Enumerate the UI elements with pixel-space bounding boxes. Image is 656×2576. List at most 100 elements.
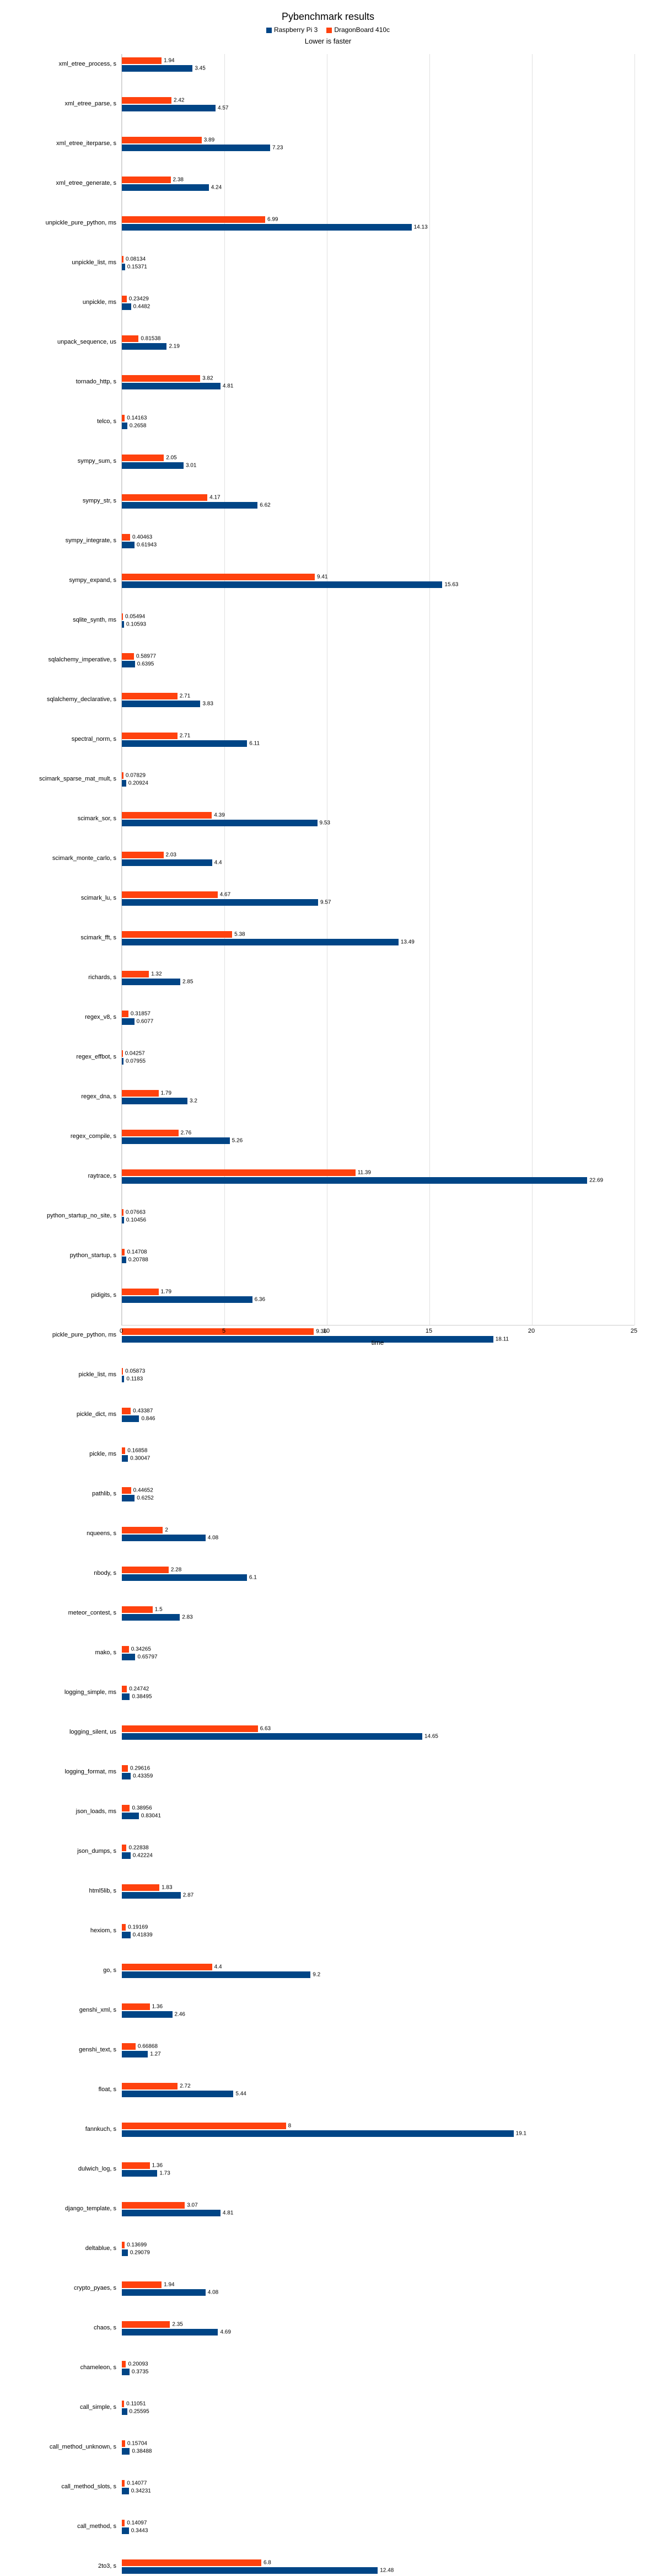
bar-value-label: 0.14077 [127,2481,147,2487]
bar-dragonboard: 0.66868 [122,2043,136,2050]
bar-raspberry: 0.6252 [122,1495,135,1501]
bar-raspberry: 0.41839 [122,1932,131,1938]
bar-value-label: 0.15704 [127,2441,147,2447]
bar-value-label: 2.19 [169,344,179,350]
bar-raspberry: 14.65 [122,1733,422,1740]
bar-value-label: 0.81538 [141,336,160,342]
y-axis-label: pidigits, s [9,1285,120,1305]
y-axis-label: call_method_unknown, s [9,2437,120,2457]
y-axis-label: raytrace, s [9,1166,120,1186]
bar-raspberry: 4.57 [122,105,216,111]
benchmark-row: regex_v8, s0.318570.6077 [122,1007,635,1027]
legend-label: Raspberry Pi 3 [274,26,318,34]
benchmark-row: call_method, s0.140970.3443 [122,2516,635,2536]
bar-value-label: 0.13699 [127,2242,147,2248]
benchmark-row: regex_dna, s1.793.2 [122,1087,635,1107]
bar-raspberry: 22.69 [122,1177,587,1184]
bar-value-label: 6.99 [267,217,278,223]
bar-raspberry: 0.25595 [122,2408,127,2415]
bar-value-label: 0.42224 [133,1853,153,1859]
bar-value-label: 2.85 [182,979,193,985]
bar-value-label: 4.57 [218,105,228,111]
bar-value-label: 0.1183 [126,1376,143,1382]
bar-value-label: 0.31857 [131,1011,150,1017]
plot-area: xml_etree_process, s1.943.45xml_etree_pa… [121,54,635,1326]
y-axis-label: 2to3, s [9,2556,120,2576]
benchmark-row: pathlib, s0.446520.6252 [122,1484,635,1504]
bar-dragonboard: 4.67 [122,891,218,898]
bar-value-label: 1.36 [152,2163,163,2169]
y-axis-label: regex_dna, s [9,1087,120,1107]
bar-value-label: 3.01 [186,463,196,469]
benchmark-row: sympy_sum, s2.053.01 [122,451,635,471]
benchmark-row: regex_compile, s2.765.26 [122,1126,635,1146]
bar-value-label: 3.83 [202,701,213,707]
bar-value-label: 0.44652 [133,1488,153,1494]
y-axis-label: dulwich_log, s [9,2159,120,2179]
benchmark-row: genshi_text, s0.668681.27 [122,2040,635,2060]
bar-value-label: 4.24 [211,185,222,191]
y-axis-label: tornado_http, s [9,372,120,392]
bar-raspberry: 0.846 [122,1415,139,1422]
y-axis-label: nbody, s [9,1563,120,1583]
bar-value-label: 0.20924 [128,781,148,787]
bar-dragonboard: 4.39 [122,812,212,819]
bar-raspberry: 2.46 [122,2011,173,2018]
bar-value-label: 3.89 [204,137,214,143]
bar-dragonboard: 1.79 [122,1289,159,1295]
bar-value-label: 6.1 [249,1575,257,1581]
bar-dragonboard: 2.28 [122,1567,169,1573]
y-axis-label: unpickle_list, ms [9,253,120,272]
benchmark-row: xml_etree_process, s1.943.45 [122,54,635,74]
bar-value-label: 0.14097 [127,2520,147,2526]
y-axis-label: call_simple, s [9,2397,120,2417]
bar-value-label: 0.29079 [130,2250,150,2256]
bar-raspberry: 0.1183 [122,1376,124,1382]
bar-raspberry: 7.23 [122,145,270,151]
bar-dragonboard: 0.19169 [122,1924,126,1931]
y-axis-label: meteor_contest, s [9,1603,120,1623]
bar-raspberry: 9.2 [122,1971,310,1978]
bar-raspberry: 4.08 [122,2289,206,2296]
bar-dragonboard: 5.38 [122,931,232,938]
bar-value-label: 0.19169 [128,1925,148,1931]
benchmark-row: nqueens, s24.08 [122,1524,635,1543]
bar-value-label: 3.2 [190,1098,197,1104]
bar-raspberry: 0.38488 [122,2448,130,2455]
bar-value-label: 1.94 [164,2282,174,2288]
y-axis-label: sqlalchemy_imperative, s [9,650,120,670]
x-tick-label: 5 [222,1328,225,1334]
x-tick-label: 25 [631,1328,637,1334]
bar-dragonboard: 0.38956 [122,1805,130,1811]
bar-value-label: 9.41 [317,574,327,580]
benchmark-row: tornado_http, s3.824.81 [122,372,635,392]
benchmark-row: xml_etree_generate, s2.384.24 [122,173,635,193]
bar-value-label: 1.79 [161,1091,171,1097]
bar-value-label: 0.05873 [125,1369,145,1375]
bar-dragonboard: 0.24742 [122,1686,127,1692]
bar-value-label: 1.32 [151,971,162,977]
bar-value-label: 3.07 [187,2203,197,2209]
bar-raspberry: 0.20924 [122,780,126,787]
bar-raspberry: 6.11 [122,740,247,747]
bar-raspberry: 2.83 [122,1614,180,1621]
bar-value-label: 9.53 [320,820,330,826]
chart-container: Pybenchmark results Raspberry Pi 3Dragon… [11,11,645,1348]
bar-value-label: 2.71 [180,693,190,699]
benchmark-row: json_loads, ms0.389560.83041 [122,1802,635,1821]
bar-value-label: 0.66868 [138,2044,158,2050]
bar-value-label: 0.38488 [132,2449,152,2455]
bar-dragonboard: 0.81538 [122,335,138,342]
bar-raspberry: 13.49 [122,939,399,945]
bar-dragonboard: 6.63 [122,1725,258,1732]
bar-dragonboard: 0.04257 [122,1050,123,1057]
benchmark-row: chaos, s2.354.69 [122,2318,635,2338]
bar-value-label: 0.24742 [129,1686,149,1692]
legend-swatch [326,28,332,33]
bar-value-label: 1.83 [162,1885,172,1891]
bar-value-label: 0.846 [141,1416,155,1422]
bar-value-label: 0.07663 [126,1210,146,1216]
bar-value-label: 0.6395 [137,661,154,667]
benchmark-row: logging_format, ms0.296160.43359 [122,1762,635,1782]
benchmark-row: python_startup_no_site, s0.076630.10456 [122,1206,635,1226]
